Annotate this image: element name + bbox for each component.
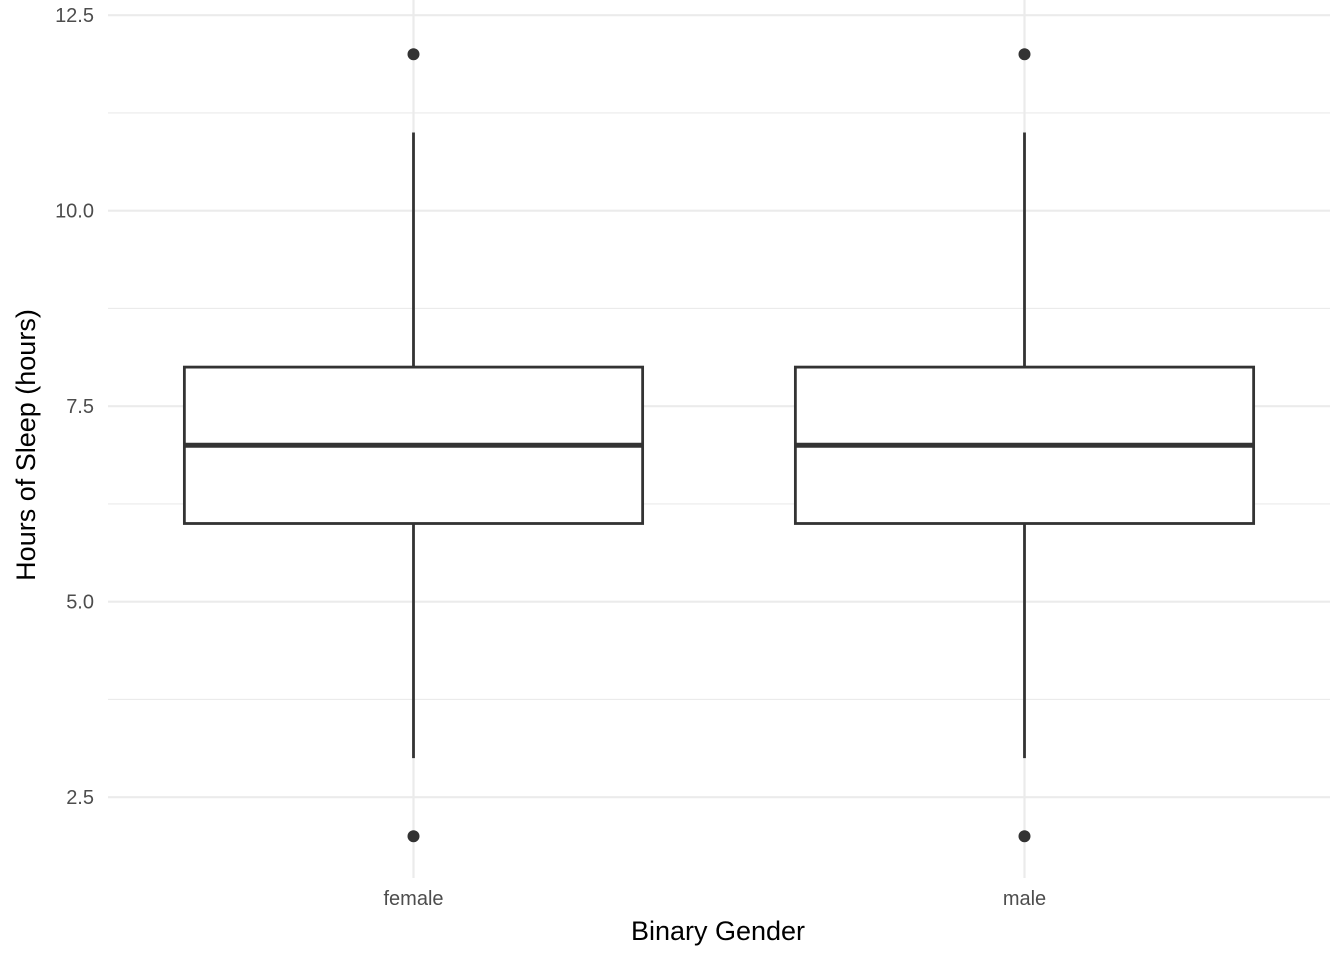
outlier-point [1018, 830, 1031, 843]
x-tick-label: male [1003, 888, 1046, 910]
box-male [793, 48, 1256, 843]
y-axis-title: Hours of Sleep (hours) [11, 309, 41, 581]
boxes [182, 48, 1256, 843]
outlier-point [407, 48, 420, 61]
box-female [182, 48, 645, 843]
y-tick-label: 10.0 [55, 201, 94, 223]
y-tick-label: 7.5 [66, 396, 94, 418]
x-axis-title: Binary Gender [631, 916, 805, 946]
y-tick-label: 5.0 [66, 592, 94, 614]
y-tick-label: 12.5 [55, 5, 94, 27]
x-tick-label: female [383, 888, 443, 910]
y-tick-label: 2.5 [66, 787, 94, 809]
outlier-point [1018, 48, 1031, 61]
outlier-point [407, 830, 420, 843]
tick-labels: 2.5 5.0 7.5 10.0 12.5 female male [55, 5, 1046, 910]
